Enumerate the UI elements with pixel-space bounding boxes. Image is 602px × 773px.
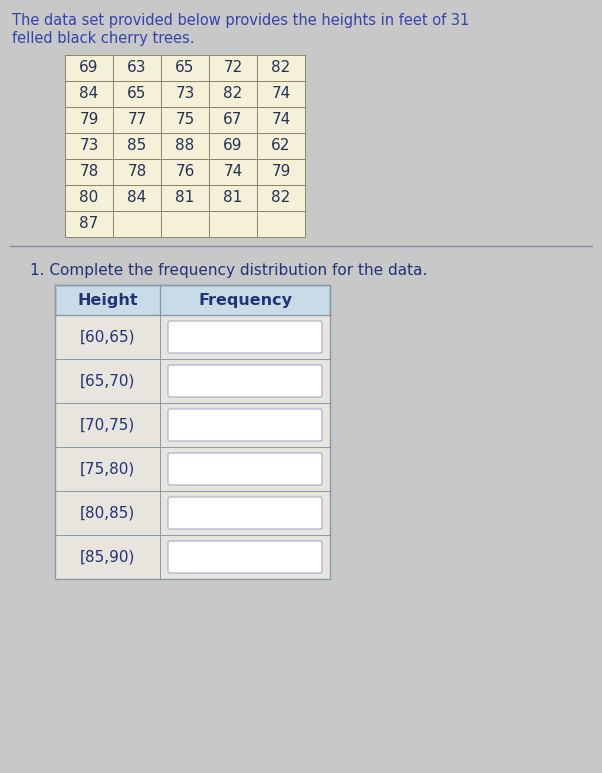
Text: Frequency: Frequency bbox=[198, 292, 292, 308]
Text: The data set provided below provides the heights in feet of 31: The data set provided below provides the… bbox=[12, 13, 469, 28]
Bar bbox=[161, 81, 209, 107]
Text: [85,90): [85,90) bbox=[80, 550, 135, 564]
Text: 82: 82 bbox=[223, 87, 243, 101]
Bar bbox=[209, 211, 257, 237]
Text: 81: 81 bbox=[223, 190, 243, 206]
Text: 78: 78 bbox=[79, 165, 99, 179]
Bar bbox=[113, 159, 161, 185]
Bar bbox=[161, 211, 209, 237]
Text: 72: 72 bbox=[223, 60, 243, 76]
Bar bbox=[113, 133, 161, 159]
Bar bbox=[55, 315, 330, 359]
Bar bbox=[113, 211, 161, 237]
Text: 78: 78 bbox=[128, 165, 147, 179]
Text: [75,80): [75,80) bbox=[80, 461, 135, 476]
Text: 76: 76 bbox=[175, 165, 194, 179]
Text: 73: 73 bbox=[175, 87, 194, 101]
FancyBboxPatch shape bbox=[168, 409, 322, 441]
Bar bbox=[65, 133, 113, 159]
Text: 67: 67 bbox=[223, 113, 243, 128]
Text: 84: 84 bbox=[79, 87, 99, 101]
Bar bbox=[113, 55, 161, 81]
Bar bbox=[65, 107, 113, 133]
FancyBboxPatch shape bbox=[168, 321, 322, 353]
Bar bbox=[113, 81, 161, 107]
Text: 82: 82 bbox=[272, 60, 291, 76]
Text: 87: 87 bbox=[79, 216, 99, 231]
Bar bbox=[257, 107, 305, 133]
Text: [65,70): [65,70) bbox=[80, 373, 135, 389]
Bar bbox=[65, 159, 113, 185]
Bar bbox=[257, 211, 305, 237]
Bar bbox=[209, 55, 257, 81]
Text: 65: 65 bbox=[127, 87, 147, 101]
Text: [80,85): [80,85) bbox=[80, 506, 135, 520]
Bar bbox=[55, 535, 330, 579]
Bar bbox=[55, 403, 330, 447]
Bar bbox=[55, 447, 330, 491]
Bar bbox=[161, 185, 209, 211]
Bar bbox=[209, 81, 257, 107]
Text: 80: 80 bbox=[79, 190, 99, 206]
Text: 65: 65 bbox=[175, 60, 194, 76]
Text: 84: 84 bbox=[128, 190, 147, 206]
Bar bbox=[55, 491, 330, 535]
Text: [70,75): [70,75) bbox=[80, 417, 135, 433]
Text: 85: 85 bbox=[128, 138, 147, 154]
Bar bbox=[55, 285, 330, 579]
Bar bbox=[113, 107, 161, 133]
Bar bbox=[209, 107, 257, 133]
FancyBboxPatch shape bbox=[168, 497, 322, 529]
Text: 63: 63 bbox=[127, 60, 147, 76]
Text: 74: 74 bbox=[272, 87, 291, 101]
Text: 73: 73 bbox=[79, 138, 99, 154]
Text: 77: 77 bbox=[128, 113, 147, 128]
Text: 88: 88 bbox=[175, 138, 194, 154]
Text: 74: 74 bbox=[223, 165, 243, 179]
Bar bbox=[257, 185, 305, 211]
Bar bbox=[65, 185, 113, 211]
Bar bbox=[209, 185, 257, 211]
Bar bbox=[209, 159, 257, 185]
Text: felled black cherry trees.: felled black cherry trees. bbox=[12, 31, 194, 46]
Text: 81: 81 bbox=[175, 190, 194, 206]
Text: 69: 69 bbox=[223, 138, 243, 154]
Text: 75: 75 bbox=[175, 113, 194, 128]
Bar bbox=[257, 81, 305, 107]
Bar bbox=[257, 133, 305, 159]
Bar bbox=[161, 159, 209, 185]
Bar bbox=[257, 159, 305, 185]
Bar bbox=[65, 211, 113, 237]
Bar bbox=[161, 55, 209, 81]
Bar bbox=[161, 107, 209, 133]
Bar bbox=[55, 285, 330, 315]
Text: 1. Complete the frequency distribution for the data.: 1. Complete the frequency distribution f… bbox=[30, 263, 427, 278]
Bar bbox=[65, 55, 113, 81]
Text: 79: 79 bbox=[272, 165, 291, 179]
Text: 69: 69 bbox=[79, 60, 99, 76]
Text: Height: Height bbox=[77, 292, 138, 308]
FancyBboxPatch shape bbox=[168, 541, 322, 573]
FancyBboxPatch shape bbox=[168, 453, 322, 485]
Bar bbox=[257, 55, 305, 81]
Text: 74: 74 bbox=[272, 113, 291, 128]
Bar bbox=[65, 81, 113, 107]
FancyBboxPatch shape bbox=[168, 365, 322, 397]
Bar bbox=[55, 359, 330, 403]
Text: 62: 62 bbox=[272, 138, 291, 154]
Text: [60,65): [60,65) bbox=[79, 329, 135, 345]
Text: 79: 79 bbox=[79, 113, 99, 128]
Bar bbox=[209, 133, 257, 159]
Text: 82: 82 bbox=[272, 190, 291, 206]
Bar bbox=[113, 185, 161, 211]
Bar bbox=[161, 133, 209, 159]
